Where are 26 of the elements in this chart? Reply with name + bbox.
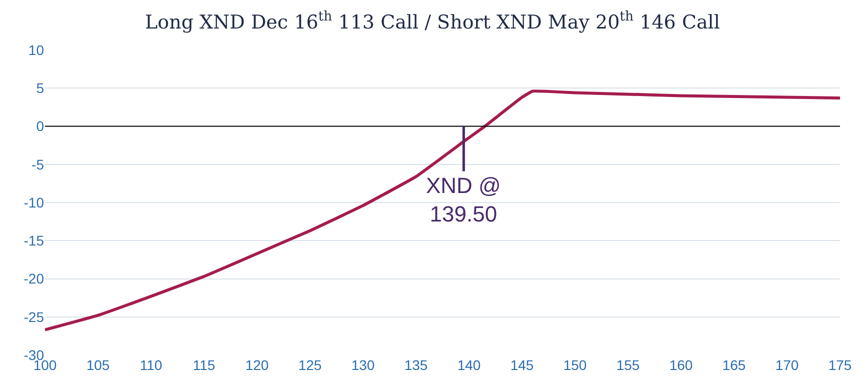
x-tick-label: 120 bbox=[245, 357, 269, 373]
y-tick-label: -10 bbox=[24, 194, 44, 210]
y-tick-label: -5 bbox=[32, 156, 44, 172]
x-tick-label: 160 bbox=[669, 357, 693, 373]
chart-title: Long XND Dec 16$^{th}$ 113 Call / Short XND May 20$^{th}$ 146 Call bbox=[145, 10, 720, 34]
y-tick-label: -15 bbox=[24, 232, 44, 249]
x-tick-label: 115 bbox=[192, 357, 216, 373]
y-tick-label: 10 bbox=[28, 42, 44, 58]
y-tick-label: -20 bbox=[24, 270, 44, 287]
x-tick-label: 175 bbox=[828, 357, 852, 373]
x-tick-label: 125 bbox=[298, 357, 322, 373]
line-series bbox=[45, 90, 840, 332]
x-tick-label: 165 bbox=[722, 357, 746, 373]
y-tick-label: -25 bbox=[24, 308, 44, 325]
x-tick-label: 140 bbox=[457, 357, 481, 373]
x-tick-label: 155 bbox=[616, 357, 640, 373]
x-tick-label: 130 bbox=[351, 357, 375, 373]
y-tick-label: 0 bbox=[36, 118, 44, 134]
annotation: XND @ 139.50 bbox=[426, 173, 501, 227]
x-tick-label: 110 bbox=[140, 357, 162, 373]
x-tick-label: 105 bbox=[86, 357, 110, 373]
x-tick-label: 170 bbox=[775, 357, 799, 373]
x-tick-label: 145 bbox=[510, 357, 534, 373]
y-tick-label: 5 bbox=[36, 80, 44, 96]
x-tick-label: 150 bbox=[563, 357, 587, 373]
x-tick-label: 135 bbox=[404, 357, 428, 373]
